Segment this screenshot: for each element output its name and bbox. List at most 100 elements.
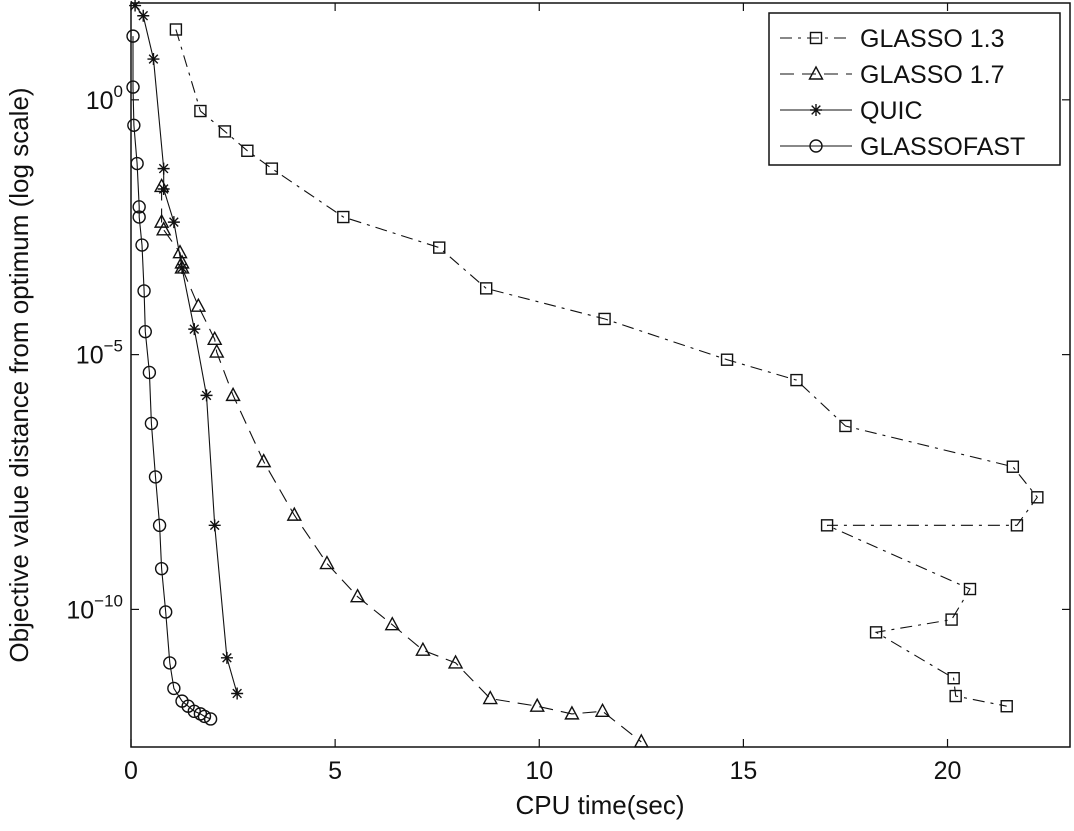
data-point [176,261,189,274]
legend-marker [809,31,823,45]
data-point [147,53,160,66]
legend-label: GLASSO 1.7 [860,61,1005,89]
data-point [167,216,180,229]
data-point [169,23,183,36]
data-point [137,9,150,22]
series-line [134,5,238,694]
series-star [129,0,244,700]
data-point [433,241,446,254]
data-point [231,687,244,700]
legend-label: QUIC [860,97,923,125]
data-point [157,183,170,195]
data-point [839,419,852,433]
data-point [203,712,218,726]
series-layer [126,0,1044,748]
data-point [594,702,611,718]
data-point [126,29,140,43]
data-point [337,210,350,224]
legend-marker [808,65,824,80]
data-point [529,697,545,712]
data-point [225,386,241,402]
legend-label: GLASSOFAST [860,133,1025,161]
data-point [482,690,498,705]
data-point [126,80,140,94]
data-point [220,651,233,664]
data-point [157,162,170,175]
data-point [384,616,400,631]
x-tick-label: 0 [124,757,138,785]
data-point [945,613,958,626]
legend-entry: GLASSOFAST [780,133,1025,161]
data-point [144,416,159,431]
data-point [415,641,431,656]
data-point [132,210,146,224]
data-point [148,470,163,484]
data-point [127,118,141,133]
data-point [1031,491,1044,504]
data-point [154,561,169,576]
data-point [564,705,580,720]
x-tick-label: 20 [934,757,962,785]
data-point [152,518,167,533]
x-tick-label: 10 [525,757,553,785]
data-point [155,221,172,236]
data-point [129,0,142,12]
data-point [869,626,883,639]
legend-marker [810,104,822,116]
data-point [197,709,212,724]
x-axis-label: CPU time(sec) [515,790,684,820]
x-tick-label: 15 [729,757,757,785]
data-point [200,389,213,402]
legend: GLASSO 1.3 GLASSO 1.7 QUIC GLASSOFAST [768,12,1061,166]
data-point [130,156,144,171]
data-point [188,323,201,336]
data-point [167,681,181,696]
y-tick-label: 100 [86,82,123,115]
data-point [963,582,977,596]
data-point [194,104,207,118]
data-point [1000,700,1013,713]
y-tick-label: 10−10 [66,591,123,624]
data-point [633,733,650,748]
legend-entry: QUIC [780,97,923,125]
data-point [349,588,366,603]
data-point [163,656,177,670]
data-point [720,353,734,366]
data-point [790,373,803,387]
series-circle [126,29,218,726]
data-point [447,654,464,669]
data-point [207,330,223,346]
data-point [132,200,146,214]
data-point [820,519,834,532]
series-square [169,23,1044,713]
data-point [159,605,173,619]
data-point [209,343,225,358]
legend-entry: GLASSO 1.3 [780,25,1005,53]
data-point [137,284,151,298]
legend-entry: GLASSO 1.7 [780,61,1005,89]
data-point [286,506,302,521]
data-point [479,282,493,295]
series-line [175,29,1038,707]
data-point [319,555,335,570]
data-point [598,312,611,326]
data-point [138,324,152,339]
data-point [218,125,232,138]
data-point [142,365,157,380]
data-point [265,162,279,175]
legend-marker [809,139,823,153]
data-point [947,672,960,685]
data-point [208,519,221,532]
data-point [256,453,272,468]
y-tick-label: 10−5 [76,337,123,370]
data-point [241,144,254,157]
data-point [1010,519,1024,532]
data-point [135,238,149,252]
data-point [1006,460,1020,473]
y-axis-label: Objective value distance from optimum (l… [4,87,34,662]
y-axis-ticks: 100 10−5 10−10 [66,82,1070,624]
data-point [190,297,207,312]
data-point [949,689,962,703]
x-tick-label: 5 [328,757,342,785]
